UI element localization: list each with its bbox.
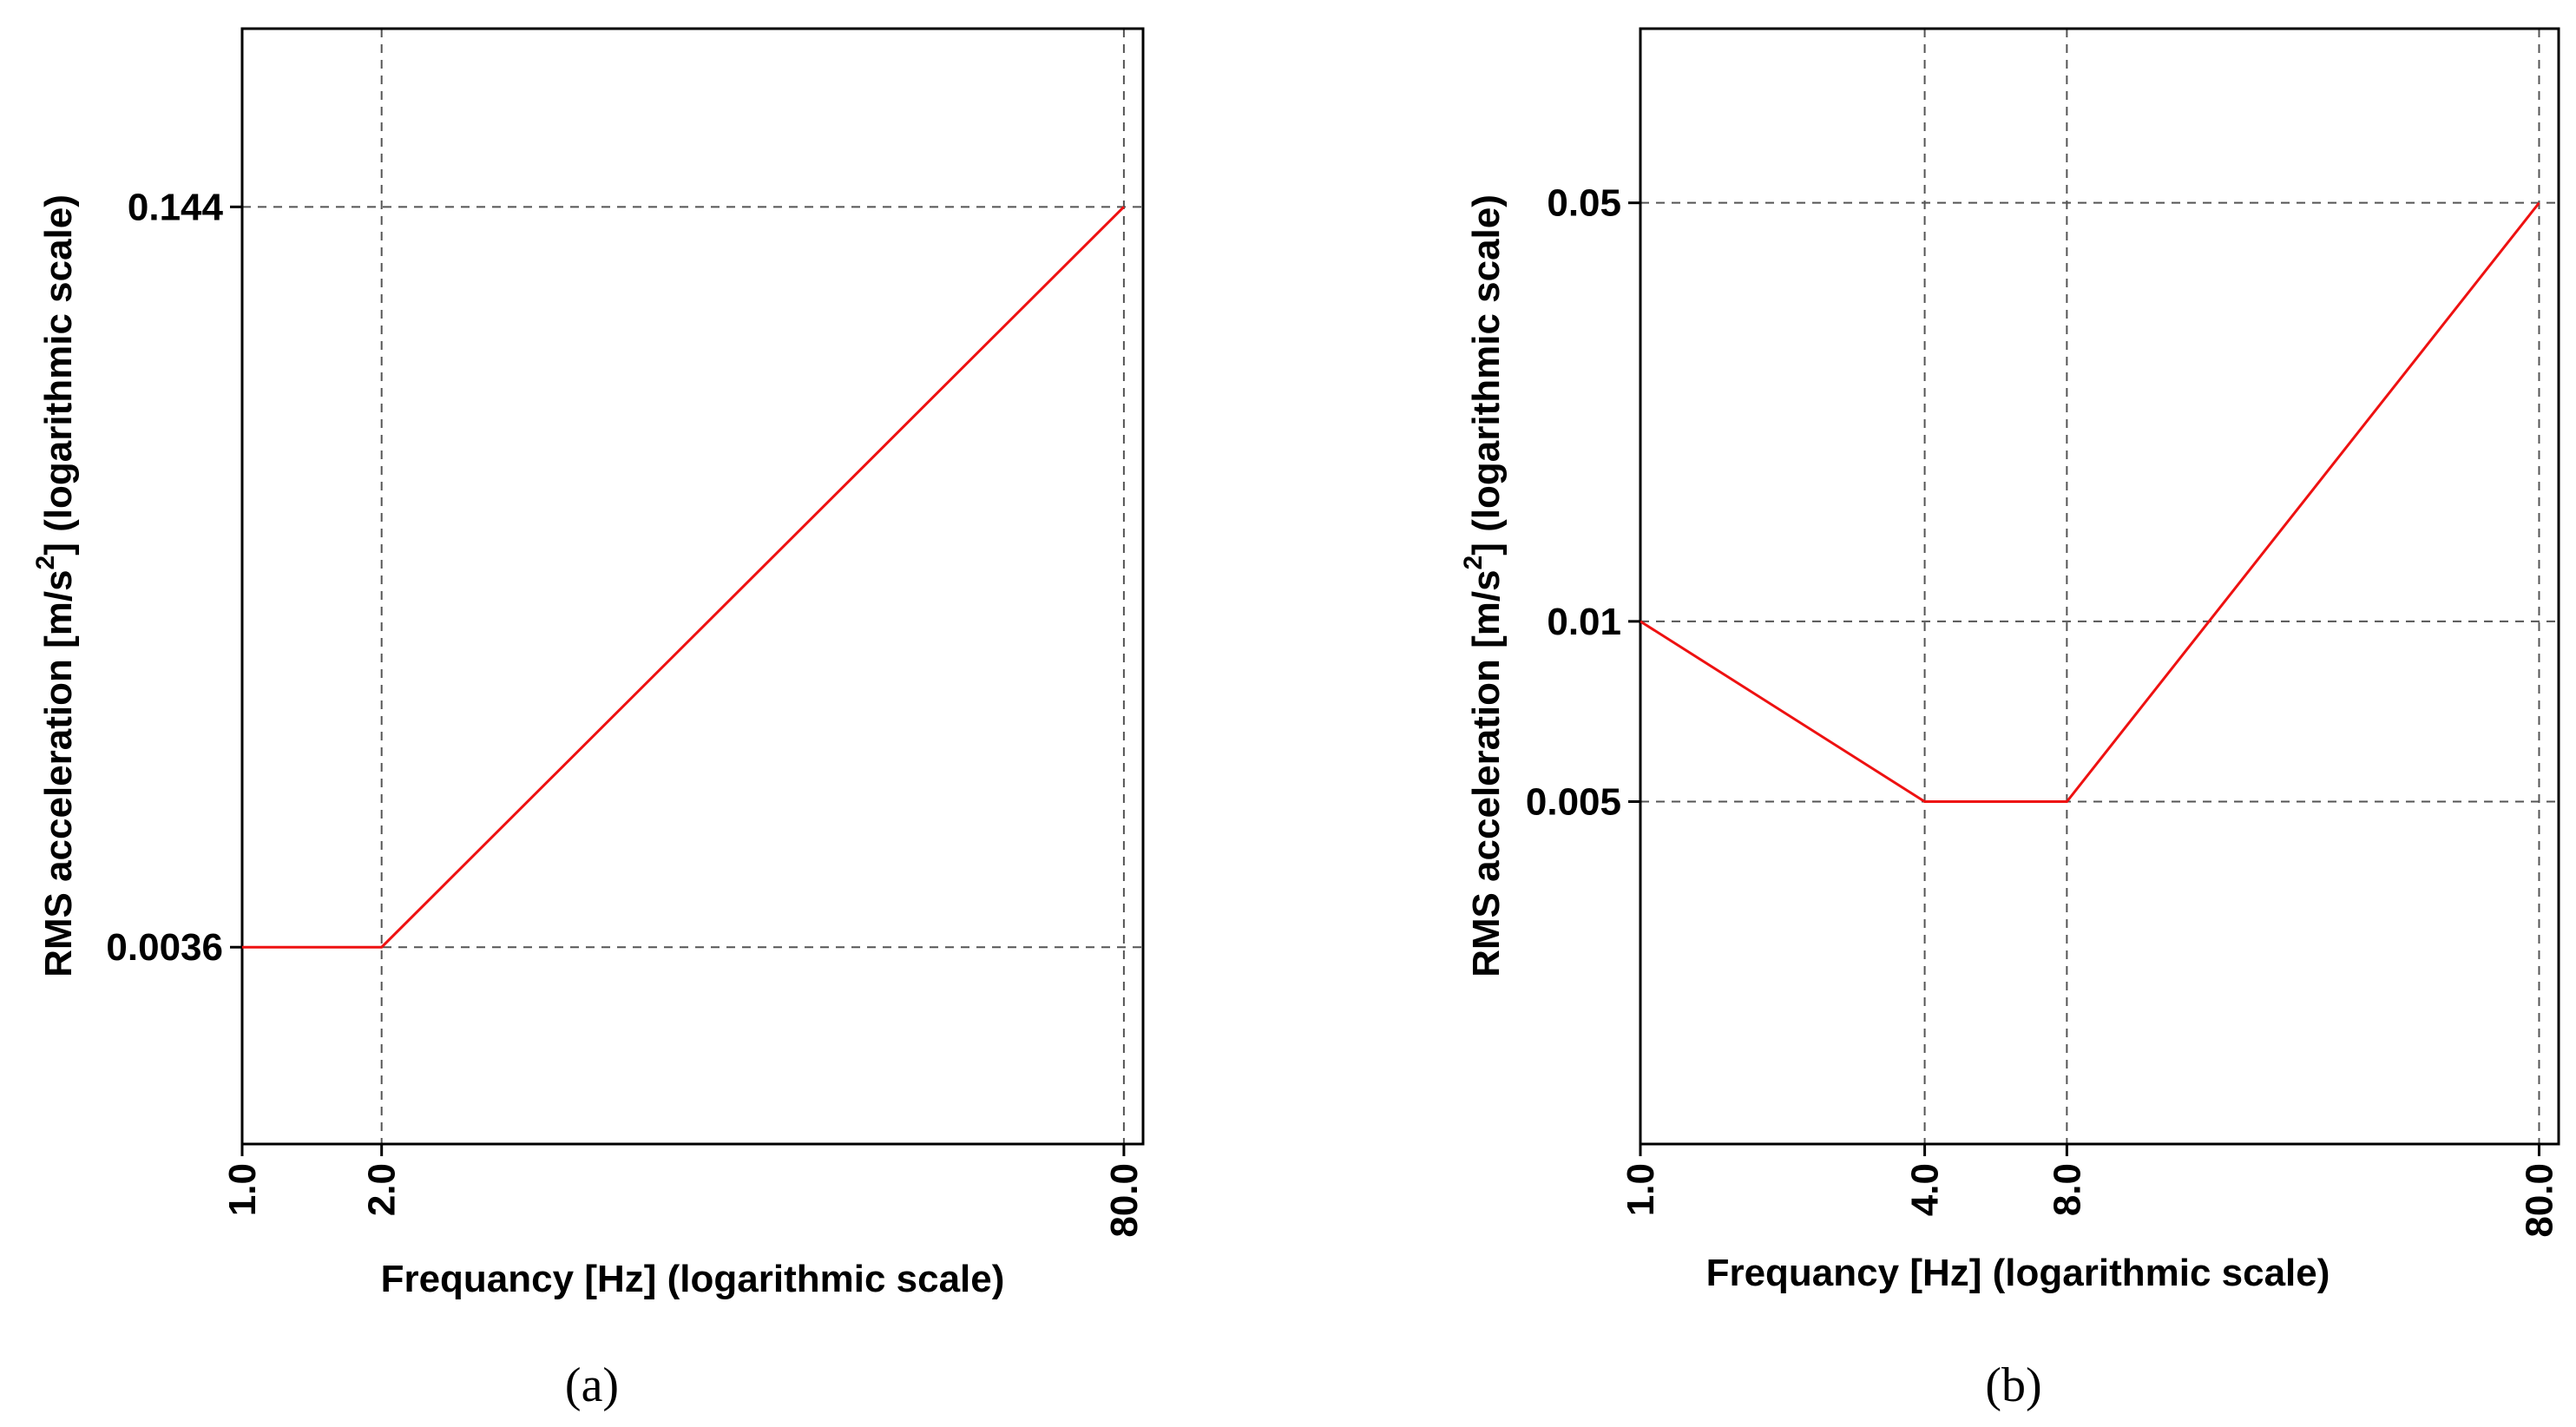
x-tick-label-b: 1.0	[1620, 1163, 1662, 1216]
y-tick-label-b: 0.05	[1547, 182, 1621, 225]
panel-caption-a: (a)	[565, 1358, 619, 1412]
y-tick-label-b: 0.01	[1547, 601, 1621, 643]
plot-frame-a	[240, 27, 1145, 1146]
chart-panel-a: 0.0036 0.144 1.0 2.0 80.0 Frequancy [Hz] (l…	[31, 27, 1146, 1412]
x-tick-label-a: 80.0	[1103, 1163, 1146, 1238]
y-axis-label-a: RMS acceleration [m/s2] (logarithmic sca…	[31, 194, 80, 977]
x-tick-label-a: 2.0	[361, 1163, 404, 1216]
x-tick-label-a: 1.0	[221, 1163, 264, 1216]
x-tick-label-b: 80.0	[2518, 1163, 2560, 1238]
x-tick-label-b: 8.0	[2046, 1163, 2088, 1216]
series-line-b	[1640, 201, 2540, 803]
y-axis-label-b: RMS acceleration [m/s2] (logarithmic sca…	[1459, 194, 1508, 977]
x-axis-label-b: Frequancy [Hz] (logarithmic scale)	[1706, 1252, 2330, 1294]
series-line-a	[242, 206, 1125, 949]
y-tick-label-a: 0.0036	[106, 926, 223, 969]
panel-caption-b: (b)	[1985, 1358, 2041, 1412]
plot-frame-b	[1639, 27, 2560, 1146]
x-axis-label-a: Frequancy [Hz] (logarithmic scale)	[381, 1258, 1005, 1300]
y-tick-label-a: 0.144	[128, 186, 224, 228]
y-tick-label-b: 0.005	[1526, 781, 1621, 824]
chart-panel-b: 0.005 0.01 0.05 1.0 4.0 8.0 80.0 Frequancy [H…	[1459, 27, 2560, 1412]
x-tick-label-b: 4.0	[1904, 1163, 1947, 1216]
